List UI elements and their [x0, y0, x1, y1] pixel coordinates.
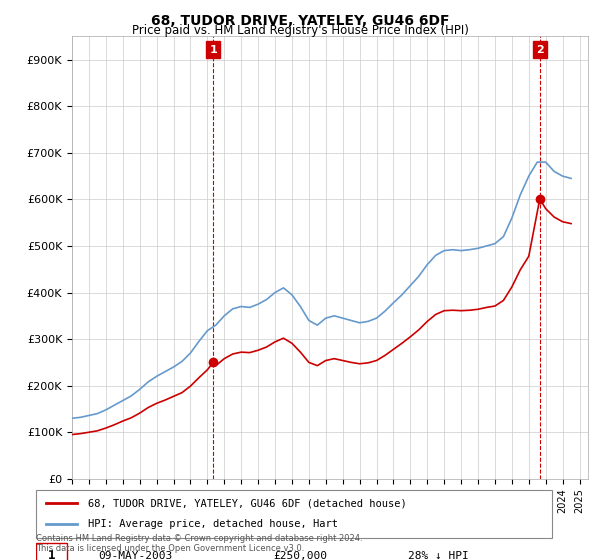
- Text: 28% ↓ HPI: 28% ↓ HPI: [407, 551, 468, 560]
- FancyBboxPatch shape: [36, 490, 552, 538]
- Text: 09-MAY-2003: 09-MAY-2003: [98, 551, 172, 560]
- Text: HPI: Average price, detached house, Hart: HPI: Average price, detached house, Hart: [88, 519, 338, 529]
- Text: £250,000: £250,000: [274, 551, 328, 560]
- Text: 2: 2: [536, 45, 544, 55]
- Text: Contains HM Land Registry data © Crown copyright and database right 2024.
This d: Contains HM Land Registry data © Crown c…: [36, 534, 362, 553]
- Text: 1: 1: [209, 45, 217, 55]
- FancyBboxPatch shape: [36, 543, 67, 560]
- Text: Price paid vs. HM Land Registry's House Price Index (HPI): Price paid vs. HM Land Registry's House …: [131, 24, 469, 36]
- Text: 68, TUDOR DRIVE, YATELEY, GU46 6DF (detached house): 68, TUDOR DRIVE, YATELEY, GU46 6DF (deta…: [88, 498, 406, 508]
- Text: 1: 1: [48, 549, 55, 560]
- Text: 68, TUDOR DRIVE, YATELEY, GU46 6DF: 68, TUDOR DRIVE, YATELEY, GU46 6DF: [151, 14, 449, 28]
